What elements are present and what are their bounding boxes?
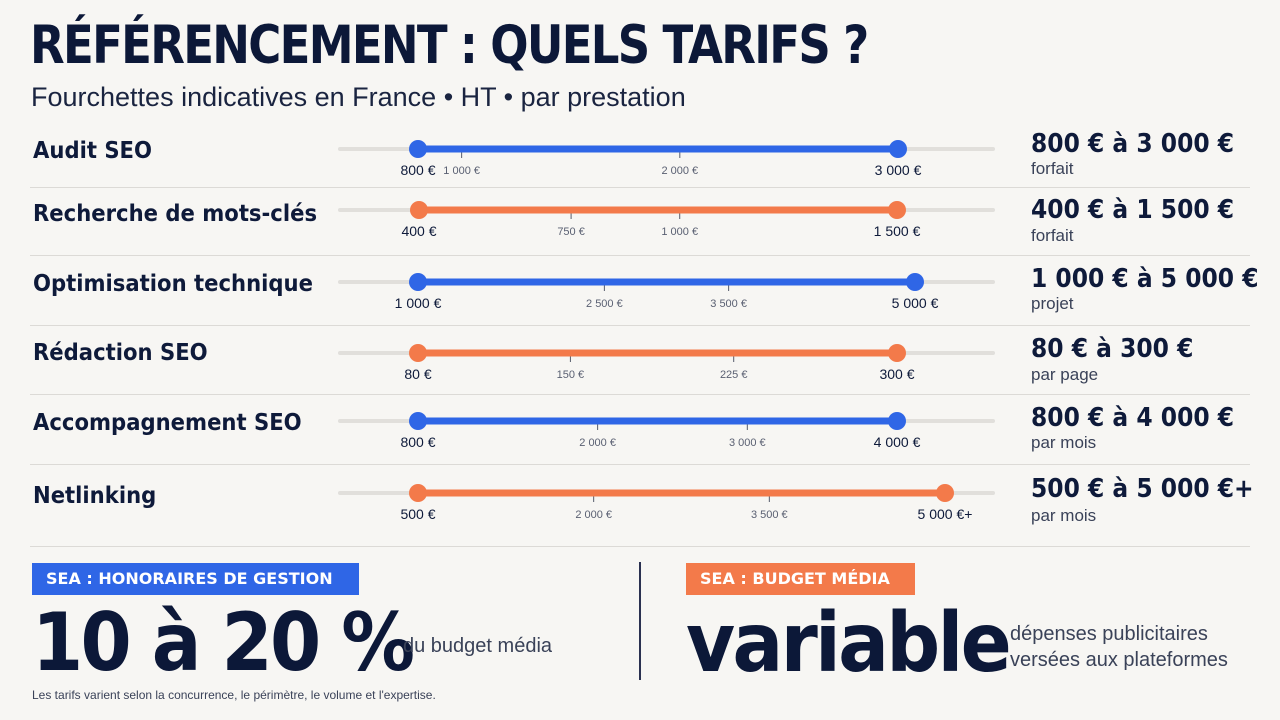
- range-max-point: [888, 412, 906, 430]
- tick-label: 2 000 €: [575, 509, 612, 521]
- row-label: Recherche de mots-clés: [33, 201, 318, 227]
- range-text: 800 € à 3 000 €: [1031, 129, 1235, 159]
- row-divider: [30, 255, 1250, 256]
- row-divider: [30, 394, 1250, 395]
- range-unit: par mois: [1031, 506, 1097, 525]
- range-min-point: [409, 412, 427, 430]
- tick-label: 750 €: [557, 226, 585, 238]
- range-text: 80 € à 300 €: [1031, 334, 1194, 364]
- tick-label: 2 000 €: [579, 437, 616, 449]
- range-text: 400 € à 1 500 €: [1031, 195, 1235, 225]
- row-label: Audit SEO: [33, 138, 153, 164]
- min-label: 1 000 €: [395, 295, 442, 311]
- range-max-point: [888, 201, 906, 219]
- range-text: 1 000 € à 5 000 €: [1031, 264, 1259, 294]
- sea-fees-badge: SEA : HONORAIRES DE GESTION: [32, 563, 359, 595]
- row-divider: [30, 325, 1250, 326]
- row-label: Accompagnement SEO: [33, 410, 302, 436]
- sea-budget-value: variable: [686, 596, 1012, 691]
- max-label: 300 €: [879, 366, 914, 382]
- min-label: 800 €: [400, 162, 435, 178]
- tick-label: 3 500 €: [751, 509, 788, 521]
- section-divider: [639, 562, 641, 680]
- range-max-point: [889, 140, 907, 158]
- max-label: 3 000 €: [875, 162, 922, 178]
- sea-fees-value: 10 à 20 %: [32, 596, 415, 689]
- row-label: Netlinking: [33, 483, 157, 509]
- range-unit: forfait: [1031, 159, 1074, 178]
- tick-label: 150 €: [557, 369, 585, 381]
- row-divider: [30, 187, 1250, 188]
- row-divider: [30, 546, 1250, 547]
- sea-budget-badge: SEA : BUDGET MÉDIA: [686, 563, 915, 595]
- range-unit: forfait: [1031, 226, 1074, 245]
- sea-budget-caption-line-1: dépenses publicitaires: [1010, 623, 1208, 645]
- min-label: 500 €: [400, 506, 435, 522]
- tick-label: 1 000 €: [443, 165, 480, 177]
- tick-label: 3 000 €: [729, 437, 766, 449]
- max-label: 5 000 €+: [918, 506, 973, 522]
- max-label: 4 000 €: [874, 434, 921, 450]
- range-unit: par mois: [1031, 433, 1097, 452]
- footnote: Les tarifs varient selon la concurrence,…: [32, 688, 436, 702]
- page-subtitle: Fourchettes indicatives en France • HT •…: [31, 82, 686, 112]
- max-label: 5 000 €: [892, 295, 939, 311]
- range-text: 800 € à 4 000 €: [1031, 403, 1235, 433]
- range-unit: projet: [1031, 294, 1074, 313]
- tick-label: 3 500 €: [710, 298, 747, 310]
- page-title: RÉFÉRENCEMENT : QUELS TARIFS ?: [30, 15, 869, 76]
- range-min-point: [409, 484, 427, 502]
- max-label: 1 500 €: [874, 223, 921, 239]
- range-min-point: [409, 140, 427, 158]
- range-chart: 1 000 € 2 000 € 800 € 3 000 € 750 € 1 000 € 40…: [338, 140, 995, 522]
- sea-budget-caption-line-2: versées aux plateformes: [1010, 649, 1228, 671]
- range-min-point: [410, 201, 428, 219]
- range-unit: par page: [1031, 365, 1099, 384]
- row-label: Rédaction SEO: [33, 340, 208, 366]
- sea-fees-caption: du budget média: [403, 635, 553, 657]
- tick-label: 2 000 €: [661, 165, 698, 177]
- range-min-point: [409, 273, 427, 291]
- row-label: Optimisation technique: [33, 271, 313, 297]
- range-max-point: [906, 273, 924, 291]
- tick-label: 225 €: [720, 369, 748, 381]
- range-max-point: [888, 344, 906, 362]
- sea-budget-caption: dépenses publicitaires versées aux plate…: [1010, 621, 1228, 673]
- tick-label: 2 500 €: [586, 298, 623, 310]
- range-text: 500 € à 5 000 €+: [1031, 474, 1254, 504]
- min-label: 80 €: [404, 366, 431, 382]
- min-label: 800 €: [400, 434, 435, 450]
- tick-label: 1 000 €: [661, 226, 698, 238]
- range-min-point: [409, 344, 427, 362]
- range-max-point: [936, 484, 954, 502]
- min-label: 400 €: [401, 223, 436, 239]
- row-divider: [30, 464, 1250, 465]
